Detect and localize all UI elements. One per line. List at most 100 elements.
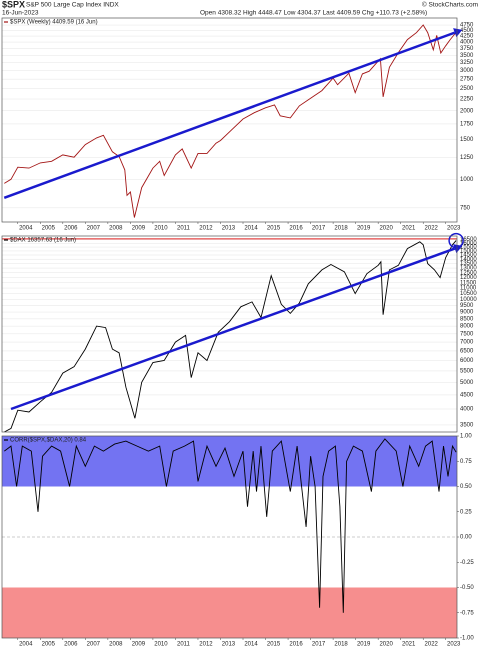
y-tick-label: 4500 [460,392,474,398]
y-tick-label: 3250 [460,60,474,66]
x-tick-label: 2022 [425,226,439,232]
panel-legend: $DAX 16357.63 (16 Jun) [10,238,76,244]
x-tick-label: 2023 [447,642,461,648]
x-tick-label: 2020 [379,226,393,232]
y-tick-label: -0.75 [460,610,474,616]
y-tick-label: 750 [460,205,471,211]
y-tick-label: 1.00 [460,434,472,440]
y-tick-label: 15000 [460,249,477,255]
arrow-head [453,28,463,38]
quote: Open 4308.32 High 4448.47 Low 4304.37 La… [200,10,427,17]
y-tick-label: 8500 [460,316,474,322]
x-tick-label: 2004 [19,226,33,232]
x-tick-label: 2005 [42,226,56,232]
band [2,587,457,638]
y-tick-label: 4000 [460,40,474,46]
y-tick-label: 9500 [460,303,474,309]
x-tick-label: 2015 [267,226,281,232]
x-tick-label: 2011 [177,642,191,648]
x-tick-label: 2021 [402,642,416,648]
y-tick-label: 3500 [460,423,474,429]
x-tick-label: 2007 [87,642,101,648]
x-tick-label: 2006 [64,226,78,232]
trend-line [10,247,456,411]
y-tick-label: 10500 [460,291,477,297]
y-tick-label: 2500 [460,86,474,92]
y-tick-label: 0.00 [460,535,472,541]
panel-frame [1,235,458,433]
y-tick-label: 7000 [460,340,474,346]
x-tick-label: 2009 [132,642,146,648]
trend-line [3,31,456,199]
x-tick-label: 2023 [447,226,461,232]
x-tick-label: 2008 [109,642,123,648]
symbol: $SPX [2,0,25,9]
y-tick-label: 13000 [460,266,477,272]
price-line [4,24,457,218]
x-tick-label: 2012 [199,226,213,232]
x-tick-label: 2018 [334,226,348,232]
y-tick-label: 2250 [460,97,474,103]
x-tick-label: 2019 [357,642,371,648]
x-tick-label: 2015 [267,642,281,648]
y-tick-label: 5000 [460,380,474,386]
x-tick-label: 2004 [19,642,33,648]
x-tick-label: 2021 [402,226,416,232]
y-tick-label: 4500 [460,28,474,34]
highlight-circle [448,232,464,249]
y-tick-label: 5500 [460,369,474,375]
y-tick-label: 1250 [460,155,474,161]
y-tick-label: 15500 [460,245,477,251]
x-tick-label: 2006 [64,642,78,648]
date: 16-Jun-2023 [2,10,39,17]
y-tick-label: 3500 [460,53,474,59]
y-tick-label: 1750 [460,122,474,128]
y-tick-label: 2000 [460,108,474,114]
x-tick-label: 2008 [109,226,123,232]
y-tick-label: 7500 [460,331,474,337]
x-tick-label: 2007 [87,226,101,232]
x-tick-label: 2012 [199,642,213,648]
y-tick-label: 11000 [460,286,477,292]
x-tick-label: 2016 [289,642,303,648]
y-tick-label: 11500 [460,280,477,286]
panel-legend: $SPX (Weekly) 4409.59 (16 Jun) [10,20,98,26]
y-tick-label: 13500 [460,261,477,267]
x-tick-label: 2020 [379,642,393,648]
x-tick-label: 2010 [154,642,168,648]
x-tick-label: 2017 [312,226,326,232]
x-tick-label: 2013 [222,226,236,232]
x-tick-label: 2005 [42,642,56,648]
x-tick-label: 2009 [132,226,146,232]
y-tick-label: 4000 [460,407,474,413]
y-tick-label: 3000 [460,68,474,74]
y-tick-label: 0.75 [460,459,472,465]
x-tick-label: 2010 [154,226,168,232]
y-tick-label: -0.50 [460,585,474,591]
y-tick-label: 10000 [460,297,477,303]
y-tick-label: 9000 [460,310,474,316]
x-tick-label: 2013 [222,642,236,648]
y-tick-label: 4250 [460,34,474,40]
panel-legend: CORR($SPX,$DAX,20) 0.84 [10,438,87,444]
y-tick-label: 16500 [460,237,477,243]
x-tick-label: 2018 [334,642,348,648]
x-tick-label: 2017 [312,642,326,648]
y-tick-label: 2750 [460,77,474,83]
panel-frame [1,435,458,639]
security-name: S&P 500 Large Cap Index INDX [26,2,119,9]
x-tick-label: 2014 [244,642,258,648]
x-tick-label: 2022 [425,642,439,648]
y-tick-label: 1000 [460,177,474,183]
y-tick-label: 0.50 [460,484,472,490]
source: © StockCharts.com [422,1,478,9]
panel-frame [1,17,458,223]
y-tick-label: 12000 [460,275,477,281]
x-tick-label: 2011 [177,226,191,232]
y-tick-label: 3750 [460,46,474,52]
y-tick-label: 14500 [460,253,477,259]
y-tick-label: 1500 [460,137,474,143]
y-tick-label: -0.25 [460,560,474,566]
price-line [4,438,457,613]
